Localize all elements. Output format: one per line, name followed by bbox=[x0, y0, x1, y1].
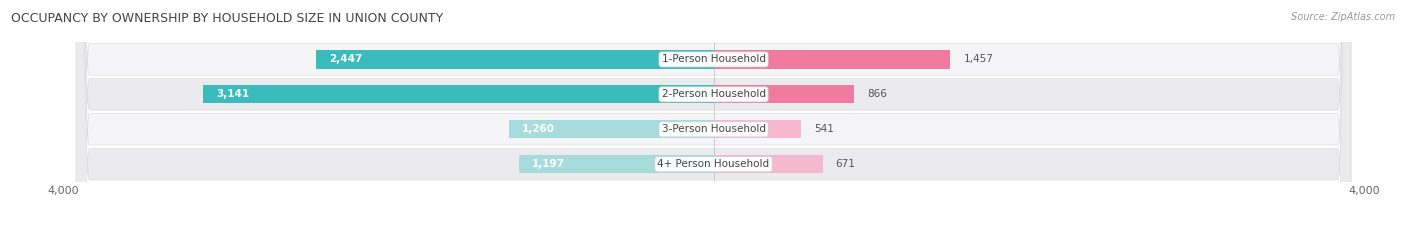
Text: 1,197: 1,197 bbox=[531, 159, 565, 169]
Text: 4+ Person Household: 4+ Person Household bbox=[658, 159, 769, 169]
FancyBboxPatch shape bbox=[76, 0, 1351, 233]
Text: 2,447: 2,447 bbox=[329, 55, 363, 64]
Text: 866: 866 bbox=[868, 89, 887, 99]
Bar bbox=[713, 85, 855, 103]
Text: Source: ZipAtlas.com: Source: ZipAtlas.com bbox=[1291, 12, 1395, 22]
Text: OCCUPANCY BY OWNERSHIP BY HOUSEHOLD SIZE IN UNION COUNTY: OCCUPANCY BY OWNERSHIP BY HOUSEHOLD SIZE… bbox=[11, 12, 443, 25]
Text: 3-Person Household: 3-Person Household bbox=[662, 124, 765, 134]
Bar bbox=[316, 50, 713, 69]
Bar bbox=[713, 120, 801, 138]
Text: 3,141: 3,141 bbox=[217, 89, 249, 99]
Bar bbox=[713, 50, 950, 69]
FancyBboxPatch shape bbox=[76, 0, 1351, 233]
Text: 2-Person Household: 2-Person Household bbox=[662, 89, 765, 99]
FancyBboxPatch shape bbox=[76, 0, 1351, 233]
FancyBboxPatch shape bbox=[76, 0, 1351, 233]
Text: 1,260: 1,260 bbox=[522, 124, 555, 134]
Bar bbox=[509, 120, 713, 138]
Text: 1,457: 1,457 bbox=[963, 55, 993, 64]
Text: 541: 541 bbox=[814, 124, 834, 134]
Bar bbox=[519, 155, 713, 173]
Bar bbox=[202, 85, 713, 103]
Text: 1-Person Household: 1-Person Household bbox=[662, 55, 765, 64]
Bar bbox=[713, 155, 823, 173]
Text: 671: 671 bbox=[835, 159, 855, 169]
